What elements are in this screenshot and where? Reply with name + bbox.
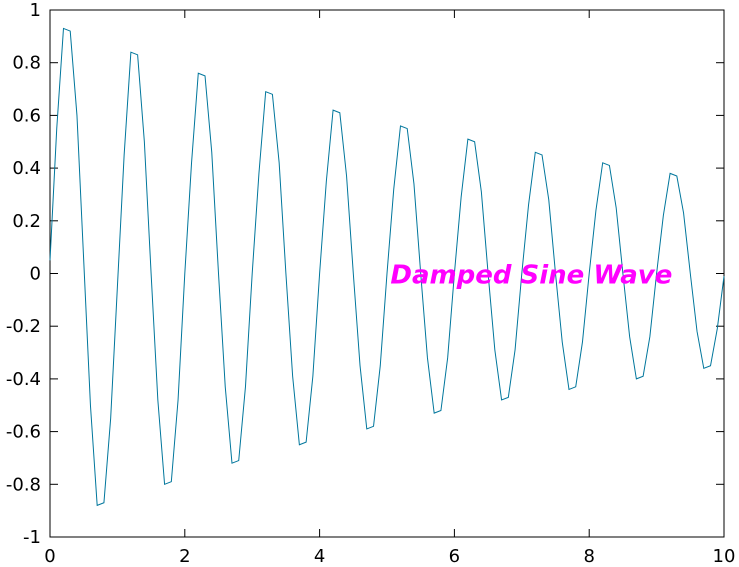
y-tick-label: 0.4 — [12, 158, 41, 179]
y-tick-label: -0.2 — [6, 316, 41, 337]
x-tick-label: 0 — [44, 546, 55, 567]
x-tick-label: 2 — [179, 546, 190, 567]
y-tick-label: 0.6 — [12, 105, 41, 126]
y-tick-label: 1 — [30, 0, 41, 21]
axis-ticks — [49, 9, 725, 538]
y-tick-label: -0.6 — [6, 422, 41, 443]
x-tick-label: 4 — [314, 546, 325, 567]
y-tick-label: -0.8 — [6, 474, 41, 495]
series-line — [49, 27, 725, 507]
x-tick-labels: 0 2 4 6 8 10 — [44, 546, 735, 567]
y-tick-label: -0.4 — [6, 369, 41, 390]
y-tick-label: 0 — [30, 264, 41, 285]
x-tick-label: 10 — [713, 546, 736, 567]
y-tick-label: 0.2 — [12, 211, 41, 232]
chart-annotation: Damped Sine Wave — [390, 261, 672, 291]
y-tick-label: -1 — [23, 527, 41, 548]
x-tick-label: 8 — [583, 546, 594, 567]
y-tick-labels: -1 -0.8 -0.6 -0.4 -0.2 0 0.2 0.4 0.6 0.8 1 — [6, 0, 41, 548]
y-tick-label: 0.8 — [12, 53, 41, 74]
series-layer — [49, 27, 725, 507]
x-tick-label: 6 — [449, 546, 460, 567]
